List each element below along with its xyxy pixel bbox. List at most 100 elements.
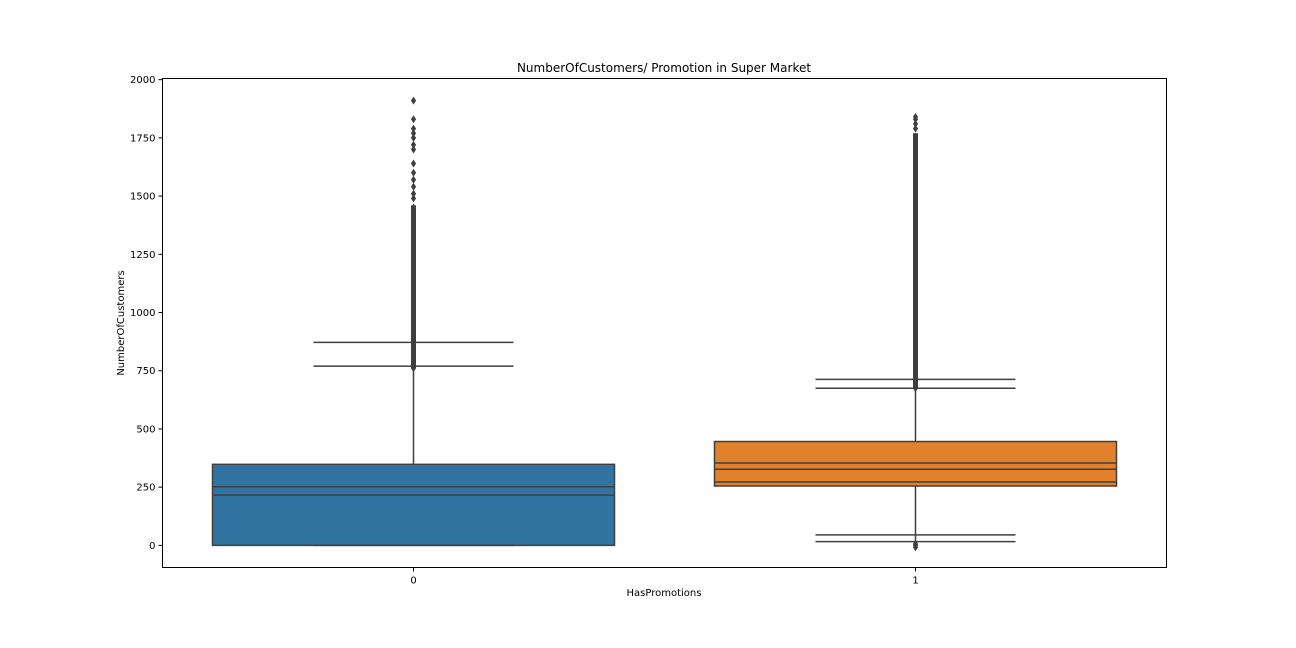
outlier-point-0 (410, 145, 417, 154)
outlier-point-1 (912, 363, 919, 372)
outlier-point-1 (912, 188, 919, 197)
outlier-point-1 (912, 237, 919, 246)
box-group-1 (713, 112, 1118, 552)
y-tick-label-750: 750 (136, 366, 155, 377)
outlier-point-1 (912, 146, 919, 155)
outlier-point-0 (410, 273, 417, 282)
outlier-point-0 (410, 364, 417, 373)
y-tick-label-0: 0 (149, 541, 155, 552)
y-tick-label-2000: 2000 (130, 75, 155, 86)
outlier-point-0 (410, 315, 417, 324)
outlier-point-1 (912, 209, 919, 218)
y-tick-label-1750: 1750 (130, 133, 155, 144)
outlier-point-1 (912, 321, 919, 330)
outlier-point-1 (912, 335, 919, 344)
outlier-point-1 (912, 167, 919, 176)
chart-title: NumberOfCustomers/ Promotion in Super Ma… (517, 61, 811, 75)
outlier-point-0 (410, 217, 417, 226)
outlier-point-0 (410, 189, 417, 198)
outlier-point-0 (410, 133, 417, 142)
outlier-point-1 (912, 174, 919, 183)
outlier-point-0 (410, 301, 417, 310)
outlier-point-0 (410, 115, 417, 124)
box-1 (713, 440, 1118, 487)
outlier-point-0 (410, 175, 417, 184)
outlier-point-1 (912, 181, 919, 190)
plot-area (211, 96, 1118, 552)
outlier-point-1 (912, 202, 919, 211)
outlier-point-0 (410, 322, 417, 331)
outlier-point-1 (912, 342, 919, 351)
outlier-point-1 (912, 195, 919, 204)
y-tick-label-1000: 1000 (130, 308, 155, 319)
box-0 (211, 463, 616, 547)
outlier-point-1 (912, 258, 919, 267)
outlier-point-0 (410, 238, 417, 247)
outlier-point-0 (410, 357, 417, 366)
outlier-point-1 (912, 160, 919, 169)
outlier-point-0 (410, 224, 417, 233)
outlier-point-0 (410, 182, 417, 191)
outlier-point-1 (912, 153, 919, 162)
outlier-point-0 (410, 124, 417, 133)
outlier-point-0 (410, 252, 417, 261)
outlier-point-1 (912, 230, 919, 239)
outlier-point-0 (410, 259, 417, 268)
outlier-point-1 (912, 265, 919, 274)
outlier-point-1 (912, 328, 919, 337)
outlier-point-0 (410, 231, 417, 240)
outlier-point-0 (410, 280, 417, 289)
outlier-point-1 (912, 356, 919, 365)
outlier-point-1 (912, 370, 919, 379)
outlier-point-0 (410, 308, 417, 317)
outlier-point-1 (912, 132, 919, 141)
outlier-point-0 (410, 194, 417, 203)
outlier-point-1 (912, 307, 919, 316)
y-tick-label-1500: 1500 (130, 192, 155, 203)
outlier-point-1 (912, 314, 919, 323)
outlier-point-1 (912, 293, 919, 302)
outlier-point-0 (410, 203, 417, 212)
outlier-point-1 (912, 216, 919, 225)
outlier-point-0 (410, 329, 417, 338)
outlier-point-0 (410, 294, 417, 303)
outlier-point-0 (410, 343, 417, 352)
y-tick-label-250: 250 (136, 483, 155, 494)
outlier-point-1 (912, 112, 919, 121)
y-tick-label-500: 500 (136, 424, 155, 435)
outlier-point-1 (912, 349, 919, 358)
outlier-point-1 (912, 139, 919, 148)
outlier-point-1 (912, 244, 919, 253)
box-group-0 (211, 96, 616, 547)
outlier-point-0 (410, 266, 417, 275)
outlier-point-1 (912, 279, 919, 288)
outlier-point-0 (410, 210, 417, 219)
outlier-point-0 (410, 287, 417, 296)
outlier-point-1 (912, 223, 919, 232)
outlier-point-1 (912, 272, 919, 281)
outlier-point-0 (410, 245, 417, 254)
outlier-point-1 (912, 251, 919, 260)
outlier-point-1 (912, 384, 919, 393)
outlier-point-0 (410, 159, 417, 168)
y-tick-label-1250: 1250 (130, 250, 155, 261)
outlier-point-1 (912, 124, 919, 133)
outlier-point-1 (912, 286, 919, 295)
y-axis-label: NumberOfCustomers (116, 270, 127, 375)
outlier-point-0 (410, 129, 417, 138)
outlier-point-0 (410, 336, 417, 345)
outlier-point-0 (410, 140, 417, 149)
outlier-point-0 (410, 350, 417, 359)
outlier-point-1 (912, 119, 919, 128)
outlier-point-0 (410, 168, 417, 177)
outlier-point-1 (912, 377, 919, 386)
axes-frame (162, 78, 1167, 568)
outlier-point-low-1 (912, 539, 919, 548)
axes: 0 1 0 250 500 750 1000 1250 1500 1750 2000 (130, 75, 919, 586)
outlier-point-1 (912, 300, 919, 309)
x-tick-label-0: 0 (410, 576, 416, 587)
x-axis-label: HasPromotions (627, 588, 702, 599)
x-tick-label-1: 1 (912, 576, 918, 587)
